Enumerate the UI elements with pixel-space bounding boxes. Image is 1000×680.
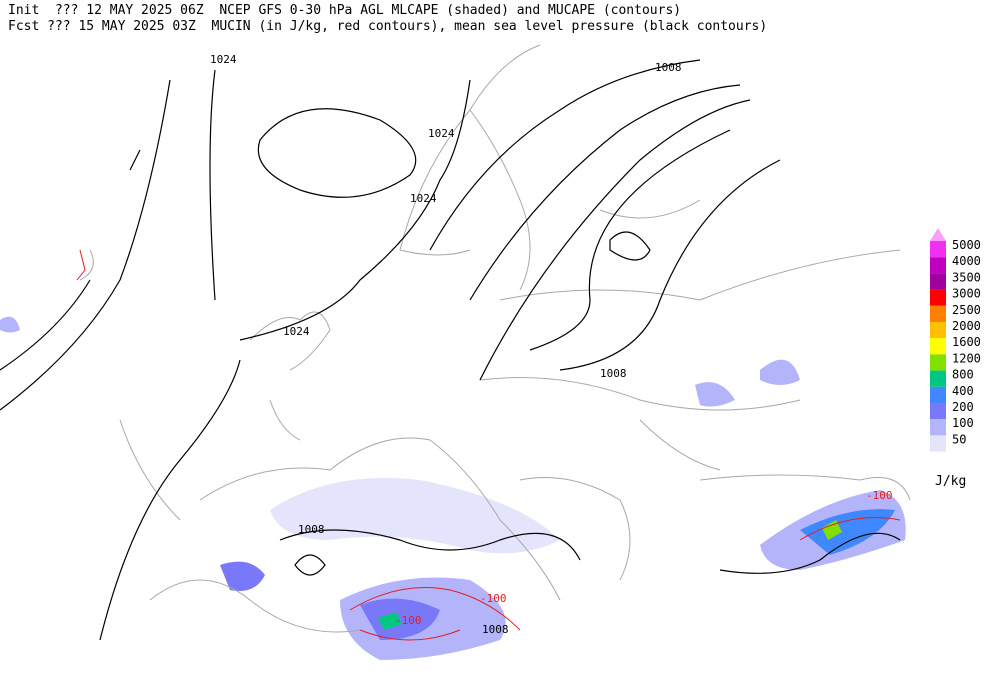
legend-swatch — [930, 386, 946, 403]
cape-area — [800, 509, 895, 555]
isobar — [529, 129, 731, 351]
contour-label: 1008 — [655, 61, 682, 74]
contour-label: 1008 — [482, 623, 509, 636]
isobar — [559, 159, 781, 371]
legend-swatch — [930, 241, 946, 258]
legend-label: 4000 — [952, 254, 981, 268]
isobar — [279, 529, 581, 561]
contour-label: 1008 — [298, 523, 325, 536]
legend-swatch — [930, 435, 946, 452]
legend-label: 5000 — [952, 238, 981, 252]
cape-area — [695, 382, 735, 407]
contour-label: -100 — [395, 614, 422, 627]
cape-shading — [0, 316, 906, 660]
legend-swatch — [930, 305, 946, 322]
legend: J/kg 5000 4000 3500 3000 2500 2000 1600 1200 800… — [930, 228, 981, 489]
contour-label: -100 — [866, 489, 893, 502]
legend-swatch — [930, 322, 946, 339]
isobar — [99, 359, 241, 641]
legend-label: 2500 — [952, 303, 981, 317]
isobars — [0, 59, 901, 641]
border — [479, 199, 901, 471]
cin-contour — [76, 249, 901, 641]
legend-swatch — [930, 273, 946, 290]
coastline — [79, 249, 361, 633]
cape-area — [0, 316, 20, 333]
isobar — [469, 84, 741, 301]
isobar — [294, 554, 326, 576]
legend-label: 400 — [952, 384, 974, 398]
contour-label: -100 — [480, 592, 507, 605]
legend-swatch — [930, 257, 946, 274]
coastlines — [79, 44, 911, 633]
legend-swatch — [930, 370, 946, 387]
contour-label: 1024 — [283, 325, 310, 338]
legend-label: 1200 — [952, 351, 981, 365]
legend-label: 800 — [952, 368, 974, 382]
legend-swatch — [930, 338, 946, 355]
legend-label: 1600 — [952, 335, 981, 349]
isobar — [209, 69, 216, 301]
isobar — [479, 99, 751, 381]
coastline — [249, 311, 331, 441]
legend-swatch — [930, 354, 946, 371]
legend-swatch — [930, 403, 946, 420]
isobar — [429, 59, 701, 251]
cape-area — [270, 478, 560, 554]
legend-label: 3000 — [952, 287, 981, 301]
isobar — [609, 231, 651, 261]
isobar — [719, 532, 901, 574]
contour-label: 1024 — [410, 192, 437, 205]
coastline — [199, 437, 911, 601]
contour-label: 1024 — [428, 127, 455, 140]
legend-arrow — [930, 228, 946, 241]
legend-label: 50 — [952, 432, 966, 446]
contour-labels: 1024 1024 1024 1024 1008 1008 1008 1008 … — [210, 53, 893, 636]
isobar — [0, 149, 141, 371]
legend-swatch — [930, 419, 946, 436]
legend-label: 2000 — [952, 319, 981, 333]
legend-swatch — [930, 289, 946, 306]
cape-area — [760, 359, 800, 385]
isobar — [257, 108, 417, 198]
cin-contours — [76, 249, 901, 641]
cape-area — [822, 520, 842, 540]
legend-label: 100 — [952, 416, 974, 430]
legend-label: 200 — [952, 400, 974, 414]
isobar — [0, 79, 171, 411]
legend-label: 3500 — [952, 270, 981, 284]
cape-area — [360, 598, 440, 640]
contour-label: 1008 — [600, 367, 627, 380]
contour-label: 1024 — [210, 53, 237, 66]
header-line: Init ??? 12 MAY 2025 06Z NCEP GFS 0-30 h… — [8, 3, 681, 18]
cape-area — [220, 561, 265, 591]
cape-area — [378, 612, 402, 630]
header-line: Fcst ??? 15 MAY 2025 03Z MUCIN (in J/kg,… — [8, 19, 767, 34]
coastline — [399, 44, 541, 291]
legend-unit: J/kg — [935, 474, 966, 489]
isobar — [239, 79, 471, 341]
